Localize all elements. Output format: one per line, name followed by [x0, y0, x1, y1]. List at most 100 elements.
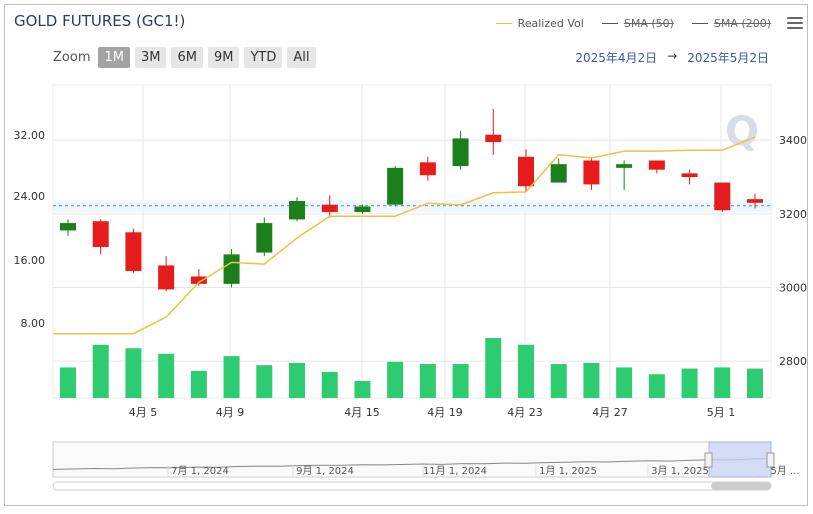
x-tick-label: 4月 23	[507, 406, 543, 419]
volume-bar	[92, 344, 109, 398]
legend-item-realized-vol[interactable]: Realized Vol	[495, 17, 584, 30]
range-arrow: →	[667, 49, 678, 63]
scrollbar-track	[52, 481, 772, 491]
left-axis-tick: 16.00	[14, 254, 46, 267]
volume-bar	[321, 371, 338, 398]
chart-container: GOLD FUTURES (GC1!) Realized Vol SMA (50…	[4, 4, 808, 506]
candle-body	[321, 204, 338, 213]
zoom-3m-button[interactable]: 3M	[134, 47, 167, 68]
volume-bar	[485, 338, 502, 398]
volume-bar	[681, 368, 698, 398]
candle-body	[60, 223, 76, 231]
zoom-label: Zoom	[53, 50, 91, 65]
volume-bar	[518, 344, 534, 398]
volume-bar	[550, 364, 567, 398]
volume-bar	[616, 367, 633, 398]
candle-body	[518, 156, 534, 187]
candle-body	[452, 138, 469, 167]
candle-body	[747, 199, 763, 203]
legend-label: SMA (200)	[713, 17, 771, 30]
navigator	[52, 441, 772, 478]
chart-title: GOLD FUTURES (GC1!)	[14, 12, 186, 30]
volume-bar	[452, 364, 469, 398]
legend-line-icon	[495, 23, 512, 24]
legend-line-icon	[691, 23, 708, 24]
candle-body	[714, 182, 731, 211]
range-from[interactable]: 2025年4月2日	[575, 51, 658, 65]
zoom-1m-button[interactable]: 1M	[98, 47, 130, 68]
legend-item-sma-200[interactable]: SMA (200)	[691, 17, 771, 30]
volume-bar	[714, 367, 731, 398]
volume-bar	[60, 367, 76, 398]
x-tick-label: 5月 1	[707, 406, 736, 419]
volume-bar	[256, 365, 273, 398]
legend-label: SMA (50)	[623, 17, 674, 30]
x-tick-label: 4月 9	[216, 406, 245, 419]
candle-body	[92, 221, 109, 248]
left-axis-tick: 24.00	[14, 190, 46, 203]
candle-body	[616, 164, 633, 168]
candle-body	[550, 164, 567, 183]
range-to[interactable]: 2025年5月2日	[687, 51, 769, 65]
candle-body	[387, 167, 404, 205]
candle-body	[158, 265, 175, 290]
volume-bar	[648, 374, 665, 398]
volume-bar	[583, 362, 600, 398]
candle-body	[354, 206, 371, 213]
zoom-6m-button[interactable]: 6M	[171, 47, 203, 68]
volume-bar	[223, 356, 240, 398]
candle-body	[256, 223, 273, 253]
right-axis-tick: 3400	[779, 134, 807, 147]
volume-bar	[354, 381, 371, 398]
volume-bar	[158, 353, 175, 398]
left-axis-tick: 8.00	[21, 317, 46, 330]
right-axis-tick: 3200	[779, 208, 807, 221]
volume-bar	[289, 362, 305, 398]
date-range: 2025年4月2日 → 2025年5月2日	[575, 49, 769, 66]
candle-body	[485, 134, 502, 143]
legend-label: Realized Vol	[517, 17, 584, 30]
hamburger-icon[interactable]	[787, 17, 803, 30]
x-tick-label: 4月 19	[427, 406, 463, 419]
navigator-selection	[708, 441, 772, 478]
navigator-label: 3月 1, 2025	[651, 465, 709, 477]
watermark-logo: Q	[725, 109, 759, 155]
candle-body	[419, 162, 436, 176]
left-axis-tick: 32.00	[14, 129, 46, 142]
navigator-series	[52, 458, 772, 470]
volume-bar	[190, 370, 207, 398]
candle-body	[125, 232, 142, 271]
x-tick-label: 4月 15	[344, 406, 380, 419]
price-band	[53, 199, 771, 212]
candle-body	[190, 276, 207, 284]
navigator-label: 9月 1, 2024	[296, 465, 354, 477]
navigator-label: 11月 1, 2024	[423, 465, 487, 477]
legend-item-sma-50[interactable]: SMA (50)	[601, 17, 674, 30]
legend: Realized Vol SMA (50) SMA (200)	[495, 17, 771, 30]
right-axis-tick: 3000	[779, 282, 807, 295]
candle-body	[681, 173, 698, 178]
navigator-handle-right	[766, 452, 775, 468]
zoom-ytd-button[interactable]: YTD	[244, 47, 283, 68]
legend-line-icon	[601, 23, 618, 24]
volume-bar	[125, 348, 142, 398]
volume-bar	[387, 361, 404, 398]
plot-area	[52, 84, 772, 399]
chart-svg[interactable]: 4月 5 4月 9 4月 15 4月 19 4月 23 4月 27 5月 1 3400 3200…	[5, 5, 807, 505]
candle-body	[289, 200, 305, 220]
x-tick-label: 4月 27	[592, 406, 628, 419]
right-axis-tick: 2800	[779, 355, 807, 368]
navigator-label: 1月 1, 2025	[539, 465, 597, 477]
zoom-controls: Zoom 1M 3M 6M 9M YTD All	[53, 47, 316, 68]
x-tick-label: 4月 5	[129, 406, 158, 419]
scrollbar-thumb	[711, 482, 771, 490]
zoom-all-button[interactable]: All	[287, 47, 316, 68]
navigator-handle-left	[704, 452, 713, 468]
candle-body	[223, 254, 240, 284]
navigator-label: 7月 1, 2024	[171, 465, 229, 477]
realized-vol-line	[53, 136, 756, 335]
candle-body	[648, 160, 665, 170]
volume-bar	[747, 368, 763, 398]
zoom-9m-button[interactable]: 9M	[207, 47, 240, 68]
candle-body	[583, 160, 600, 185]
